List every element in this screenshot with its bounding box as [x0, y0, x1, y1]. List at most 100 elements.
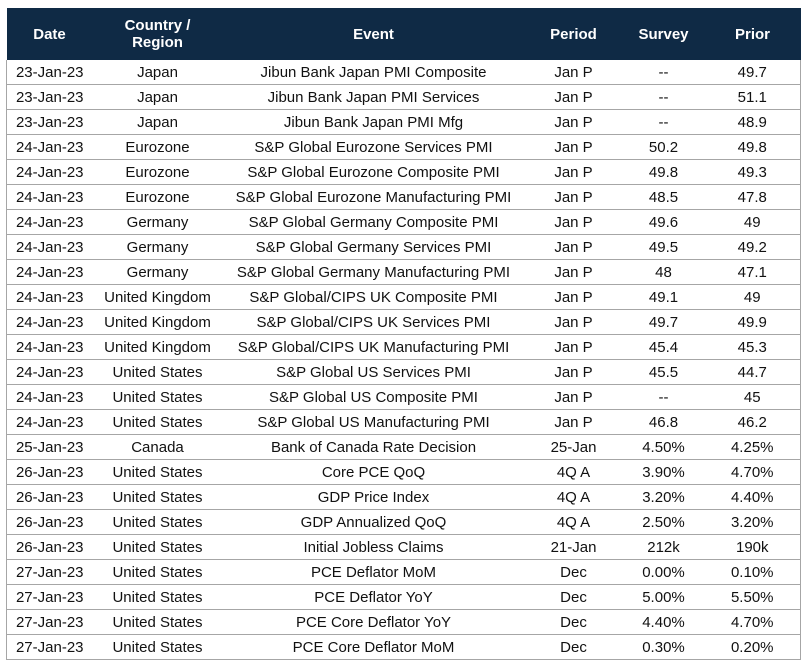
table-cell: Germany [92, 209, 223, 235]
table-cell: -- [622, 109, 705, 135]
table-cell: 27-Jan-23 [6, 634, 93, 660]
table-cell: Jan P [524, 234, 623, 260]
table-cell: 24-Jan-23 [6, 184, 93, 210]
column-header: Country / Region [92, 8, 223, 60]
table-row: 24-Jan-23 United Kingdom S&P Global/CIPS U… [6, 309, 801, 335]
table-cell: Japan [92, 60, 223, 85]
table-cell: United States [92, 634, 223, 660]
table-cell: Jan P [524, 60, 623, 85]
table-cell: 49.9 [704, 309, 801, 335]
table-cell: S&P Global Eurozone Composite PMI [222, 159, 525, 185]
table-cell: 23-Jan-23 [6, 60, 93, 85]
table-cell: United States [92, 509, 223, 535]
table-cell: Jan P [524, 384, 623, 410]
table-cell: Jan P [524, 409, 623, 435]
table-row: 24-Jan-23 United Kingdom S&P Global/CIPS U… [6, 284, 801, 310]
table-cell: 23-Jan-23 [6, 84, 93, 110]
table-cell: GDP Annualized QoQ [222, 509, 525, 535]
table-cell: 24-Jan-23 [6, 234, 93, 260]
table-cell: Eurozone [92, 159, 223, 185]
table-cell: Germany [92, 259, 223, 285]
column-header: Date [6, 8, 93, 60]
table-cell: Core PCE QoQ [222, 459, 525, 485]
table-cell: 49.5 [622, 234, 705, 260]
table-row: 23-Jan-23 Japan Jibun Bank Japan PMI Mfg Ja… [6, 109, 801, 135]
table-row: 23-Jan-23 Japan Jibun Bank Japan PMI Compo… [6, 60, 801, 85]
table-cell: 0.00% [622, 559, 705, 585]
table-row: 24-Jan-23 Germany S&P Global Germany Compo… [6, 209, 801, 235]
table-cell: Jan P [524, 284, 623, 310]
table-cell: Jan P [524, 159, 623, 185]
table-row: 24-Jan-23 Eurozone S&P Global Eurozone Ser… [6, 134, 801, 160]
table-cell: 21-Jan [524, 534, 623, 560]
table-cell: Dec [524, 634, 623, 660]
table-cell: 48.5 [622, 184, 705, 210]
table-row: 25-Jan-23 Canada Bank of Canada Rate Decis… [6, 434, 801, 460]
table-cell: United States [92, 384, 223, 410]
table-cell: 3.20% [704, 509, 801, 535]
table-cell: S&P Global Germany Manufacturing PMI [222, 259, 525, 285]
table-row: 24-Jan-23 United Kingdom S&P Global/CIPS U… [6, 334, 801, 360]
table-cell: S&P Global/CIPS UK Manufacturing PMI [222, 334, 525, 360]
table-row: 26-Jan-23 United States Initial Jobless Cl… [6, 534, 801, 560]
table-cell: United Kingdom [92, 284, 223, 310]
table-cell: Dec [524, 584, 623, 610]
table-cell: 49.7 [704, 60, 801, 85]
table-cell: 4Q A [524, 509, 623, 535]
table-cell: Jan P [524, 259, 623, 285]
table-cell: 44.7 [704, 359, 801, 385]
table-cell: 212k [622, 534, 705, 560]
table-cell: United States [92, 559, 223, 585]
table-cell: 4.25% [704, 434, 801, 460]
table-cell: 27-Jan-23 [6, 609, 93, 635]
table-row: 24-Jan-23 United States S&P Global US Serv… [6, 359, 801, 385]
table-cell: 24-Jan-23 [6, 134, 93, 160]
table-cell: 4.40% [704, 484, 801, 510]
table-cell: 4Q A [524, 484, 623, 510]
table-cell: Jibun Bank Japan PMI Composite [222, 60, 525, 85]
table-cell: 25-Jan-23 [6, 434, 93, 460]
header-text: Period [550, 25, 597, 43]
table-cell: Jan P [524, 309, 623, 335]
table-cell: Eurozone [92, 134, 223, 160]
table-row: 27-Jan-23 United States PCE Core Deflator … [6, 609, 801, 635]
table-cell: 5.50% [704, 584, 801, 610]
table-cell: S&P Global/CIPS UK Composite PMI [222, 284, 525, 310]
table-cell: 5.00% [622, 584, 705, 610]
table-cell: S&P Global Germany Composite PMI [222, 209, 525, 235]
table-cell: 47.1 [704, 259, 801, 285]
table-row: 24-Jan-23 United States S&P Global US Manu… [6, 409, 801, 435]
table-cell: 51.1 [704, 84, 801, 110]
table-cell: 4.40% [622, 609, 705, 635]
table-cell: 24-Jan-23 [6, 284, 93, 310]
table-cell: Jibun Bank Japan PMI Mfg [222, 109, 525, 135]
column-header: Survey [622, 8, 705, 60]
table-row: 24-Jan-23 Eurozone S&P Global Eurozone Com… [6, 159, 801, 185]
column-header: Period [524, 8, 623, 60]
table-cell: PCE Deflator YoY [222, 584, 525, 610]
table-cell: 49.7 [622, 309, 705, 335]
table-cell: 4.70% [704, 459, 801, 485]
column-header: Event [222, 8, 525, 60]
table-cell: 4Q A [524, 459, 623, 485]
header-row: Date Country / Region Event Period Survey Pri… [6, 8, 801, 60]
table-cell: 190k [704, 534, 801, 560]
table-cell: 4.50% [622, 434, 705, 460]
table-cell: 24-Jan-23 [6, 209, 93, 235]
table-cell: 24-Jan-23 [6, 334, 93, 360]
table-row: 24-Jan-23 Germany S&P Global Germany Manuf… [6, 259, 801, 285]
table-cell: S&P Global Eurozone Manufacturing PMI [222, 184, 525, 210]
table-cell: 24-Jan-23 [6, 259, 93, 285]
table-cell: S&P Global Germany Services PMI [222, 234, 525, 260]
table-cell: 23-Jan-23 [6, 109, 93, 135]
table-cell: United States [92, 584, 223, 610]
table-cell: United States [92, 409, 223, 435]
table-cell: 3.90% [622, 459, 705, 485]
table-cell: Canada [92, 434, 223, 460]
table-cell: 49 [704, 284, 801, 310]
table-cell: 26-Jan-23 [6, 484, 93, 510]
table-body: 23-Jan-23 Japan Jibun Bank Japan PMI Compo… [6, 60, 801, 660]
table-cell: United Kingdom [92, 309, 223, 335]
table-cell: United Kingdom [92, 334, 223, 360]
